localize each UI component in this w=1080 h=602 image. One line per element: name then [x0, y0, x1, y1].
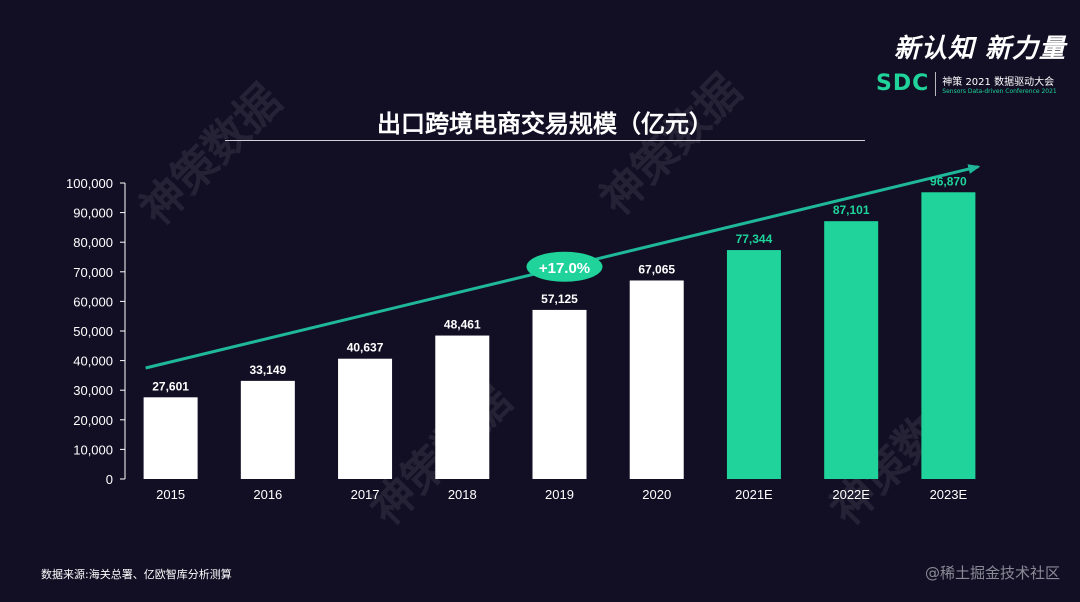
x-tick-label: 2022E — [832, 487, 870, 502]
brand-logo-block: 新认知 新力量 SDC 神策 2021 数据驱动大会 Sensors Data-… — [876, 28, 1066, 96]
x-tick-label: 2019 — [545, 487, 574, 502]
y-tick-label: 50,000 — [73, 324, 113, 339]
growth-badge-label: +17.0% — [539, 260, 590, 277]
y-tick-label: 20,000 — [73, 413, 113, 428]
bar-2015 — [143, 397, 198, 479]
bar-value-label: 67,065 — [638, 262, 675, 276]
x-tick-label: 2020 — [642, 487, 671, 502]
bar-value-label: 48,461 — [444, 318, 481, 332]
bar-value-label: 77,344 — [736, 232, 773, 246]
x-tick-label: 2015 — [156, 487, 185, 502]
y-tick-label: 30,000 — [73, 383, 113, 398]
y-tick-label: 70,000 — [73, 265, 113, 280]
y-tick-label: 90,000 — [73, 206, 113, 221]
y-tick-label: 40,000 — [73, 354, 113, 369]
bar-2023e — [921, 192, 976, 479]
bar-value-label: 40,637 — [347, 341, 384, 355]
bar-2021e — [726, 250, 781, 479]
bar-2022e — [824, 221, 879, 480]
bar-2018 — [435, 335, 490, 479]
growth-badge — [526, 251, 603, 282]
bar-2016 — [240, 380, 295, 479]
y-tick-label: 60,000 — [73, 294, 113, 309]
sdc-logo: SDC — [876, 71, 930, 96]
y-tick-label: 100,000 — [66, 176, 113, 191]
y-tick-label: 80,000 — [73, 235, 113, 250]
bar-value-label: 87,101 — [833, 203, 870, 217]
brand-conference-name: Sensors Data-driven Conference 2021 — [942, 87, 1057, 95]
brand-divider — [935, 71, 937, 96]
x-tick-label: 2018 — [448, 487, 477, 502]
bar-value-label: 27,601 — [152, 379, 189, 393]
bar-2019 — [532, 309, 587, 479]
x-tick-label: 2016 — [253, 487, 282, 502]
bar-2020 — [629, 280, 684, 479]
chart-title: 出口跨境电商交易规模（亿元） — [377, 110, 713, 138]
bar-value-label: 96,870 — [930, 174, 967, 188]
community-credit: @稀土掘金技术社区 — [924, 564, 1060, 582]
title-underline — [225, 140, 865, 141]
bar-value-label: 57,125 — [541, 292, 578, 306]
x-tick-label: 2023E — [930, 487, 968, 502]
y-tick-label: 0 — [106, 472, 113, 487]
x-tick-label: 2017 — [351, 487, 380, 502]
bar-2017 — [338, 358, 393, 479]
brand-event-name: 神策 2021 数据驱动大会 — [942, 76, 1055, 88]
brand-slogan: 新认知 新力量 — [893, 34, 1066, 64]
x-tick-label: 2021E — [735, 487, 773, 502]
y-tick-label: 10,000 — [73, 442, 113, 457]
data-source-note: 数据来源:海关总署、亿欧智库分析测算 — [41, 568, 232, 581]
bar-value-label: 33,149 — [249, 363, 286, 377]
